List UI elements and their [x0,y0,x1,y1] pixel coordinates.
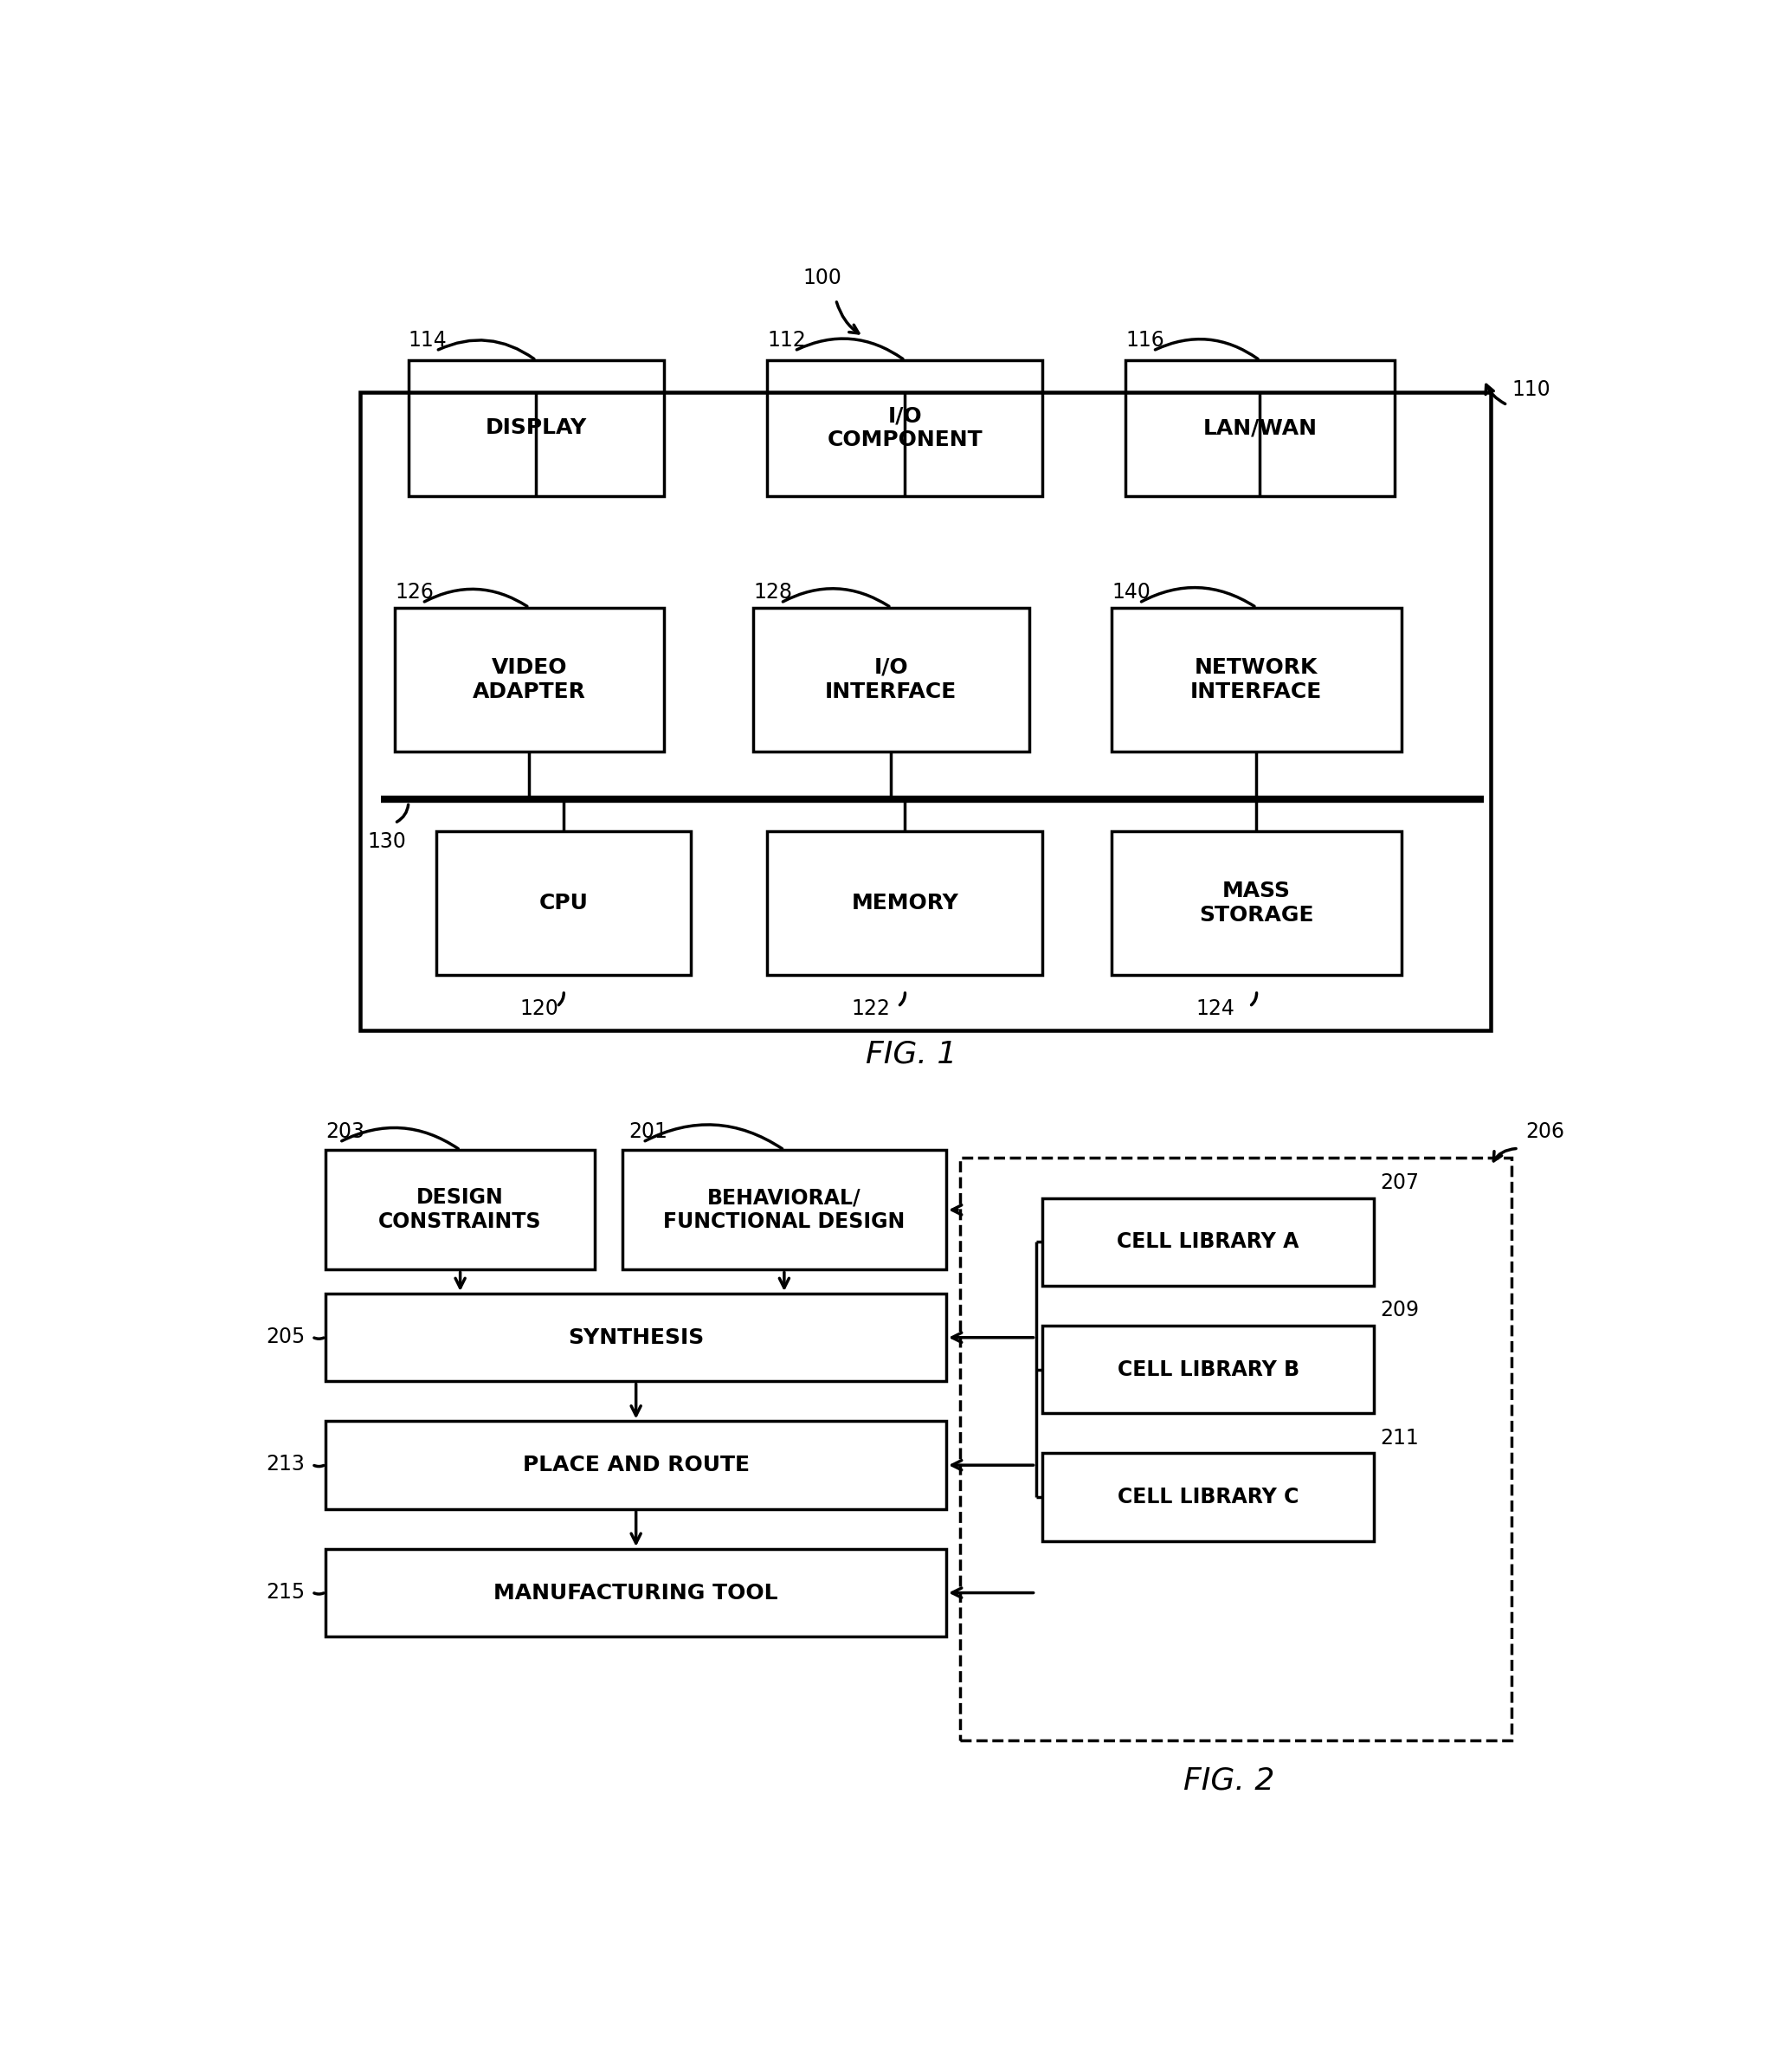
Text: CELL LIBRARY B: CELL LIBRARY B [1117,1359,1299,1380]
Text: 110: 110 [1512,379,1550,400]
Text: 207: 207 [1381,1173,1420,1193]
Bar [1042,1198,1373,1285]
Text: 124: 124 [1195,999,1235,1019]
Text: DESIGN
CONSTRAINTS: DESIGN CONSTRAINTS [379,1187,543,1233]
Bar [326,1293,946,1382]
Text: PLACE AND ROUTE: PLACE AND ROUTE [523,1455,749,1475]
Text: I/O
INTERFACE: I/O INTERFACE [825,657,957,702]
Bar [1112,831,1402,974]
Text: 120: 120 [519,999,559,1019]
Text: 130: 130 [366,831,406,852]
Text: 100: 100 [802,267,841,288]
Text: SYNTHESIS: SYNTHESIS [568,1328,704,1349]
Bar [1042,1326,1373,1413]
Bar [1042,1452,1373,1542]
Text: MEMORY: MEMORY [850,893,959,914]
Text: CELL LIBRARY A: CELL LIBRARY A [1117,1231,1299,1251]
Text: 205: 205 [265,1326,306,1347]
Text: 114: 114 [409,329,447,350]
Text: 213: 213 [267,1455,306,1475]
Bar [436,831,690,974]
Bar [1112,607,1402,752]
Text: 201: 201 [630,1121,667,1142]
Text: FIG. 1: FIG. 1 [866,1040,957,1069]
Bar [767,361,1042,495]
Text: 116: 116 [1126,329,1163,350]
Bar [326,1421,946,1508]
Text: 206: 206 [1525,1121,1564,1142]
Text: MASS
STORAGE: MASS STORAGE [1199,881,1313,926]
Bar [753,607,1028,752]
Bar [623,1150,946,1270]
Text: NETWORK
INTERFACE: NETWORK INTERFACE [1190,657,1322,702]
Bar [326,1150,594,1270]
Text: 203: 203 [326,1121,365,1142]
Text: 140: 140 [1112,582,1151,603]
Text: 128: 128 [753,582,792,603]
Text: MANUFACTURING TOOL: MANUFACTURING TOOL [495,1583,777,1604]
Text: LAN/WAN: LAN/WAN [1203,419,1316,439]
Text: FIG. 2: FIG. 2 [1183,1765,1274,1794]
Text: 209: 209 [1381,1299,1420,1320]
Bar [409,361,664,495]
Bar [961,1158,1512,1740]
Text: 211: 211 [1381,1428,1420,1448]
Bar [395,607,664,752]
Text: VIDEO
ADAPTER: VIDEO ADAPTER [473,657,585,702]
Text: 215: 215 [267,1581,306,1602]
Bar [767,831,1042,974]
Text: I/O
COMPONENT: I/O COMPONENT [827,406,982,450]
Bar [326,1550,946,1637]
Bar [361,392,1491,1030]
Text: 112: 112 [767,329,806,350]
Text: 126: 126 [395,582,434,603]
Text: BEHAVIORAL/
FUNCTIONAL DESIGN: BEHAVIORAL/ FUNCTIONAL DESIGN [664,1187,906,1233]
Text: DISPLAY: DISPLAY [486,419,587,439]
Text: CPU: CPU [539,893,589,914]
Text: CELL LIBRARY C: CELL LIBRARY C [1117,1488,1299,1508]
Bar [1126,361,1395,495]
Text: 122: 122 [850,999,890,1019]
